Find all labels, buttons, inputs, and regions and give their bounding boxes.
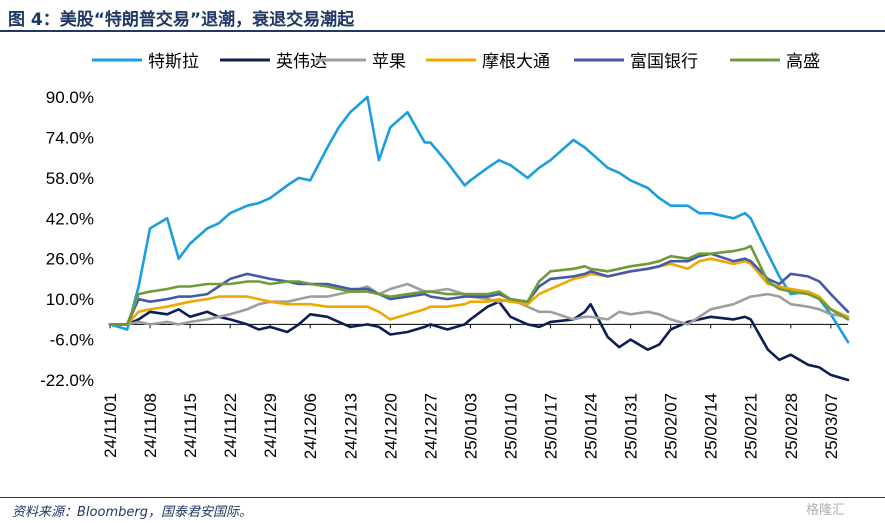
legend-label: 富国银行 xyxy=(630,52,698,72)
x-tick-label: 24/11/01 xyxy=(101,393,120,458)
legend-label: 苹果 xyxy=(372,52,406,72)
x-tick-label: 24/11/29 xyxy=(261,393,280,458)
x-tick-label: 25/03/07 xyxy=(822,393,841,459)
legend-label: 特斯拉 xyxy=(148,52,199,72)
y-axis: 90.0% 74.0% 58.0% 42.0% 26.0% 10.0% -6.0% -22.0… xyxy=(40,88,94,390)
series-line-特斯拉 xyxy=(108,95,850,344)
x-tick-label: 25/01/31 xyxy=(622,393,641,459)
source-note: 资料来源：Bloomberg，国泰君安国际。 xyxy=(12,505,252,520)
y-tick-label: 58.0% xyxy=(46,169,94,188)
series-line-富国银行 xyxy=(108,252,850,326)
series-lines xyxy=(108,95,850,382)
x-tick-label: 25/01/03 xyxy=(461,393,480,459)
y-tick-label: 90.0% xyxy=(46,88,94,107)
x-tick-label: 25/02/07 xyxy=(662,393,681,459)
y-tick-label: 26.0% xyxy=(46,250,94,269)
y-tick-label: 74.0% xyxy=(46,128,94,147)
series-line-摩根大通 xyxy=(108,257,850,326)
legend-label: 摩根大通 xyxy=(482,52,550,72)
series-line-高盛 xyxy=(108,244,850,326)
x-tick-label: 25/01/10 xyxy=(501,393,520,459)
y-tick-label: -6.0% xyxy=(50,331,94,350)
x-tick-label: 24/11/22 xyxy=(221,393,240,458)
y-tick-label: 10.0% xyxy=(46,290,94,309)
x-tick-label: 25/01/24 xyxy=(582,393,601,459)
x-tick-label: 24/12/27 xyxy=(421,393,440,459)
source-divider xyxy=(0,497,885,498)
series-line-英伟达 xyxy=(108,300,850,382)
legend-label: 高盛 xyxy=(786,52,820,72)
x-tick-label: 25/02/14 xyxy=(702,393,721,459)
x-tick-label: 24/12/13 xyxy=(341,393,360,459)
x-tick-label: 25/02/28 xyxy=(782,393,801,459)
x-axis: 24/11/01 24/11/08 24/11/15 24/11/22 24/11/29… xyxy=(101,323,848,459)
y-tick-label: 42.0% xyxy=(46,209,94,228)
x-tick-label: 25/02/21 xyxy=(742,393,761,459)
chart-legend: 特斯拉 英伟达 苹果 摩根大通 富国银行 高盛 xyxy=(92,52,820,72)
x-tick-label: 25/01/17 xyxy=(542,393,561,459)
watermark: 格隆汇 xyxy=(806,503,846,518)
x-tick-label: 24/12/06 xyxy=(301,393,320,459)
title-divider xyxy=(0,30,885,32)
x-tick-label: 24/11/08 xyxy=(141,393,160,458)
figure-title: 图 4：美股“特朗普交易”退潮，衰退交易潮起 xyxy=(8,10,355,30)
x-tick-label: 24/12/20 xyxy=(381,393,400,459)
x-tick-label: 24/11/15 xyxy=(181,393,200,458)
y-tick-label: -22.0% xyxy=(40,371,94,390)
legend-label: 英伟达 xyxy=(276,52,327,72)
